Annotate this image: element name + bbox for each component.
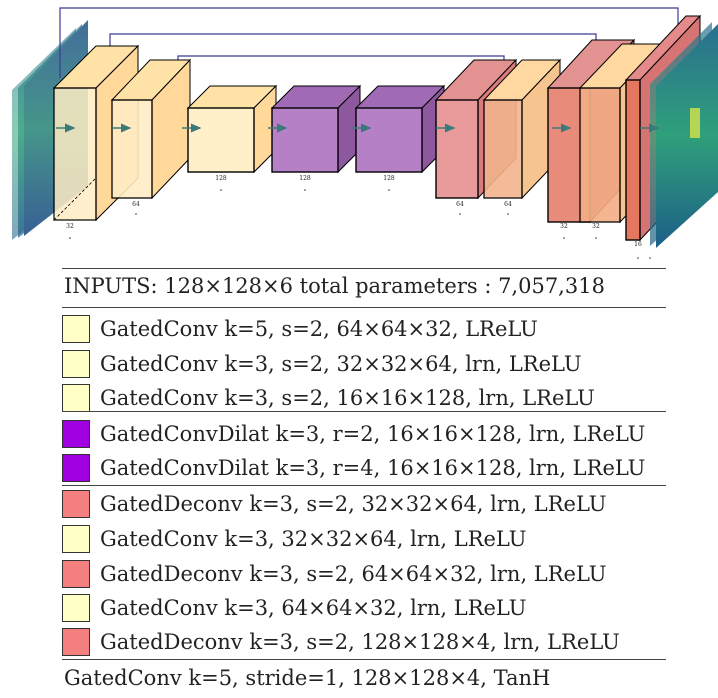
color-swatch [62,315,90,343]
color-swatch [62,454,90,482]
depth-label: 32 [66,223,74,230]
layer-label: GatedConvDilat k=3, r=4, 16×16×128, lrn,… [100,456,645,480]
color-swatch [62,628,90,656]
layer-row: GatedConv k=3, 64×64×32, lrn, LReLU [62,590,666,626]
layer-row: GatedDeconv k=3, s=2, 64×64×32, lrn, LRe… [62,556,666,592]
table-rule [62,411,666,412]
layer-label: GatedConvDilat k=3, r=2, 16×16×128, lrn,… [100,422,645,446]
depth-label: 128 [215,175,227,182]
color-swatch [62,350,90,378]
color-swatch [62,560,90,588]
table-rule [62,659,666,660]
inputs-line: INPUTS: 128×128×6 total parameters : 7,0… [64,274,605,298]
depth-label: 32 [560,223,568,230]
depth-label: 64 [504,201,512,208]
color-swatch [62,490,90,518]
depth-label: 128 [299,175,311,182]
block-dilat-1 [272,86,360,172]
layer-label: GatedConv k=3, 64×64×32, lrn, LReLU [100,596,526,620]
layer-label: GatedConv k=3, s=2, 32×32×64, lrn, LReLU [100,352,582,376]
network-diagram: 32 64 128 128 128 64 64 32 32 16 [0,0,718,262]
output-line: GatedConv k=5, stride=1, 128×128×4, TanH [64,666,550,690]
layer-row: GatedDeconv k=3, s=2, 32×32×64, lrn, LRe… [62,486,666,522]
table-top-rule [62,268,666,269]
depth-label: 128 [383,175,395,182]
table-rule [62,485,666,486]
layer-row: GatedConv k=3, 32×32×64, lrn, LReLU [62,521,666,557]
layer-label: GatedConv k=5, s=2, 64×64×32, LReLU [100,317,538,341]
color-swatch [62,420,90,448]
block-dilat-2 [356,86,444,172]
layer-label: GatedDeconv k=3, s=2, 128×128×4, lrn, LR… [100,630,620,654]
depth-label: 16 [634,241,642,248]
layer-row: GatedConvDilat k=3, r=2, 16×16×128, lrn,… [62,416,666,452]
layer-row: GatedDeconv k=3, s=2, 128×128×4, lrn, LR… [62,624,666,660]
layer-label: GatedDeconv k=3, s=2, 32×32×64, lrn, LRe… [100,492,606,516]
depth-label: 64 [132,201,140,208]
color-swatch [62,384,90,412]
layer-row: GatedConvDilat k=3, r=4, 16×16×128, lrn,… [62,450,666,486]
block-conv-3 [188,86,276,172]
layer-label: GatedDeconv k=3, s=2, 64×64×32, lrn, LRe… [100,562,606,586]
color-swatch [62,525,90,553]
layer-row: GatedConv k=3, s=2, 32×32×64, lrn, LReLU [62,346,666,382]
layer-label: GatedConv k=3, 32×32×64, lrn, LReLU [100,527,526,551]
depth-label: 32 [592,223,600,230]
depth-label: 64 [456,201,464,208]
color-swatch [62,594,90,622]
layer-label: GatedConv k=3, s=2, 16×16×128, lrn, LReL… [100,386,595,410]
layer-row: GatedConv k=5, s=2, 64×64×32, LReLU [62,311,666,347]
table-rule [62,307,666,308]
